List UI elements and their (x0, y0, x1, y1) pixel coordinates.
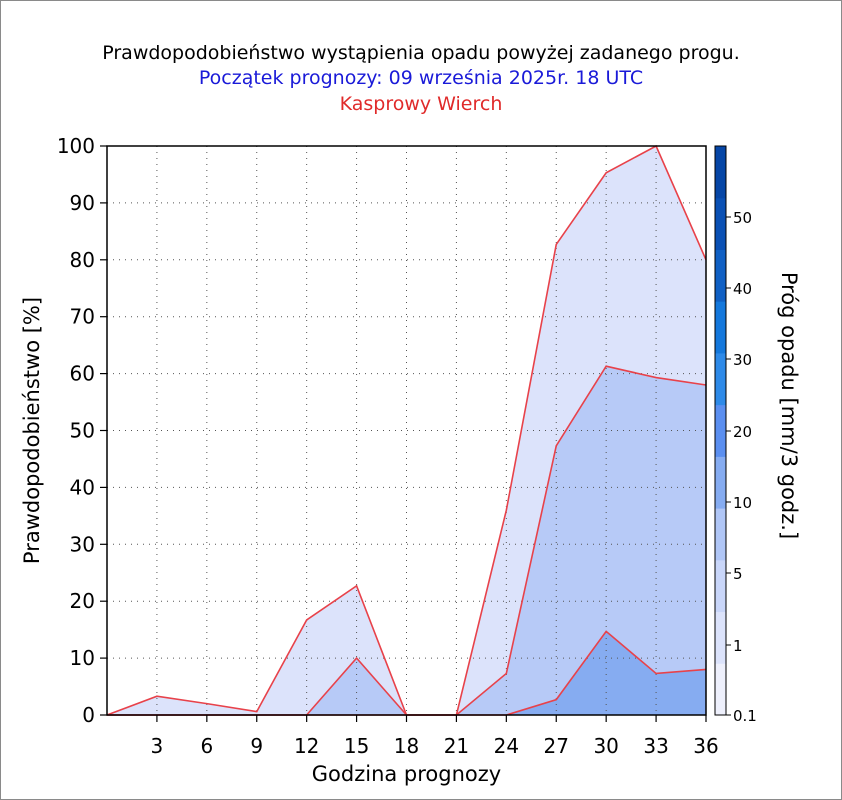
y-tick-label: 60 (70, 362, 95, 386)
x-tick-label: 18 (394, 734, 419, 758)
colorbar-tick-label: 20 (733, 423, 752, 441)
y-tick-label: 10 (70, 646, 95, 670)
chart-subtitle-forecast-start: Początek prognozy: 09 września 2025r. 18… (198, 67, 644, 89)
colorbar-segment (715, 508, 726, 561)
colorbar-segment (715, 611, 726, 664)
y-tick-label: 70 (70, 305, 95, 329)
y-tick-label: 80 (70, 248, 95, 272)
x-tick-label: 6 (200, 734, 213, 758)
x-tick-label: 33 (643, 734, 668, 758)
colorbar-segment (715, 559, 726, 613)
y-tick-label: 100 (57, 134, 95, 158)
y-tick-label: 90 (70, 191, 95, 215)
colorbar-tick-label: 50 (733, 209, 752, 227)
threshold-colorbar: 0.1 1 5 10 20 30 40 50 (714, 145, 757, 725)
colorbar-segment (715, 456, 726, 509)
x-tick-label: 24 (494, 734, 519, 758)
colorbar-tick-label: 5 (733, 565, 743, 583)
x-axis-title: Godzina prognozy (312, 762, 501, 786)
colorbar-segment (715, 146, 726, 199)
y-tick-label: 50 (70, 419, 95, 443)
colorbar-segment (715, 197, 726, 250)
colorbar-title: Próg opadu [mm/3 godz.] (777, 272, 801, 539)
y-tick-label: 20 (70, 589, 95, 613)
x-tick-label: 36 (693, 734, 718, 758)
colorbar-segment (715, 249, 726, 302)
x-axis-ticks: 3 6 9 12 15 18 21 24 27 30 33 36 (151, 715, 719, 758)
y-axis-ticks: 0 10 20 30 40 50 60 70 80 90 100 (57, 134, 107, 727)
area-threshold-3 (107, 631, 706, 715)
chart-subtitle-location: Kasprowy Wierch (339, 93, 503, 115)
colorbar-tick-label: 1 (733, 637, 743, 655)
colorbar-tick-label: 30 (733, 351, 752, 369)
colorbar-segment (715, 663, 726, 716)
area-series (107, 146, 706, 715)
colorbar-segment (715, 301, 726, 354)
y-tick-label: 0 (82, 703, 95, 727)
y-tick-label: 40 (70, 475, 95, 499)
chart-title: Prawdopodobieństwo wystąpienia opadu pow… (102, 42, 740, 64)
colorbar-segment (715, 404, 726, 457)
x-tick-label: 12 (294, 734, 319, 758)
y-tick-label: 30 (70, 532, 95, 556)
colorbar-tick-label: 0.1 (733, 707, 757, 725)
y-axis-title: Prawdopodobieństwo [%] (20, 297, 44, 564)
x-tick-label: 21 (444, 734, 469, 758)
x-tick-label: 15 (344, 734, 369, 758)
colorbar-tick-label: 10 (733, 494, 752, 512)
x-tick-label: 27 (544, 734, 569, 758)
x-tick-label: 9 (250, 734, 263, 758)
colorbar-segment (715, 352, 726, 406)
colorbar-tick-label: 40 (733, 280, 752, 298)
grid-lines (107, 146, 706, 715)
area-threshold-2 (107, 366, 706, 715)
x-tick-label: 30 (593, 734, 618, 758)
x-tick-label: 3 (151, 734, 164, 758)
